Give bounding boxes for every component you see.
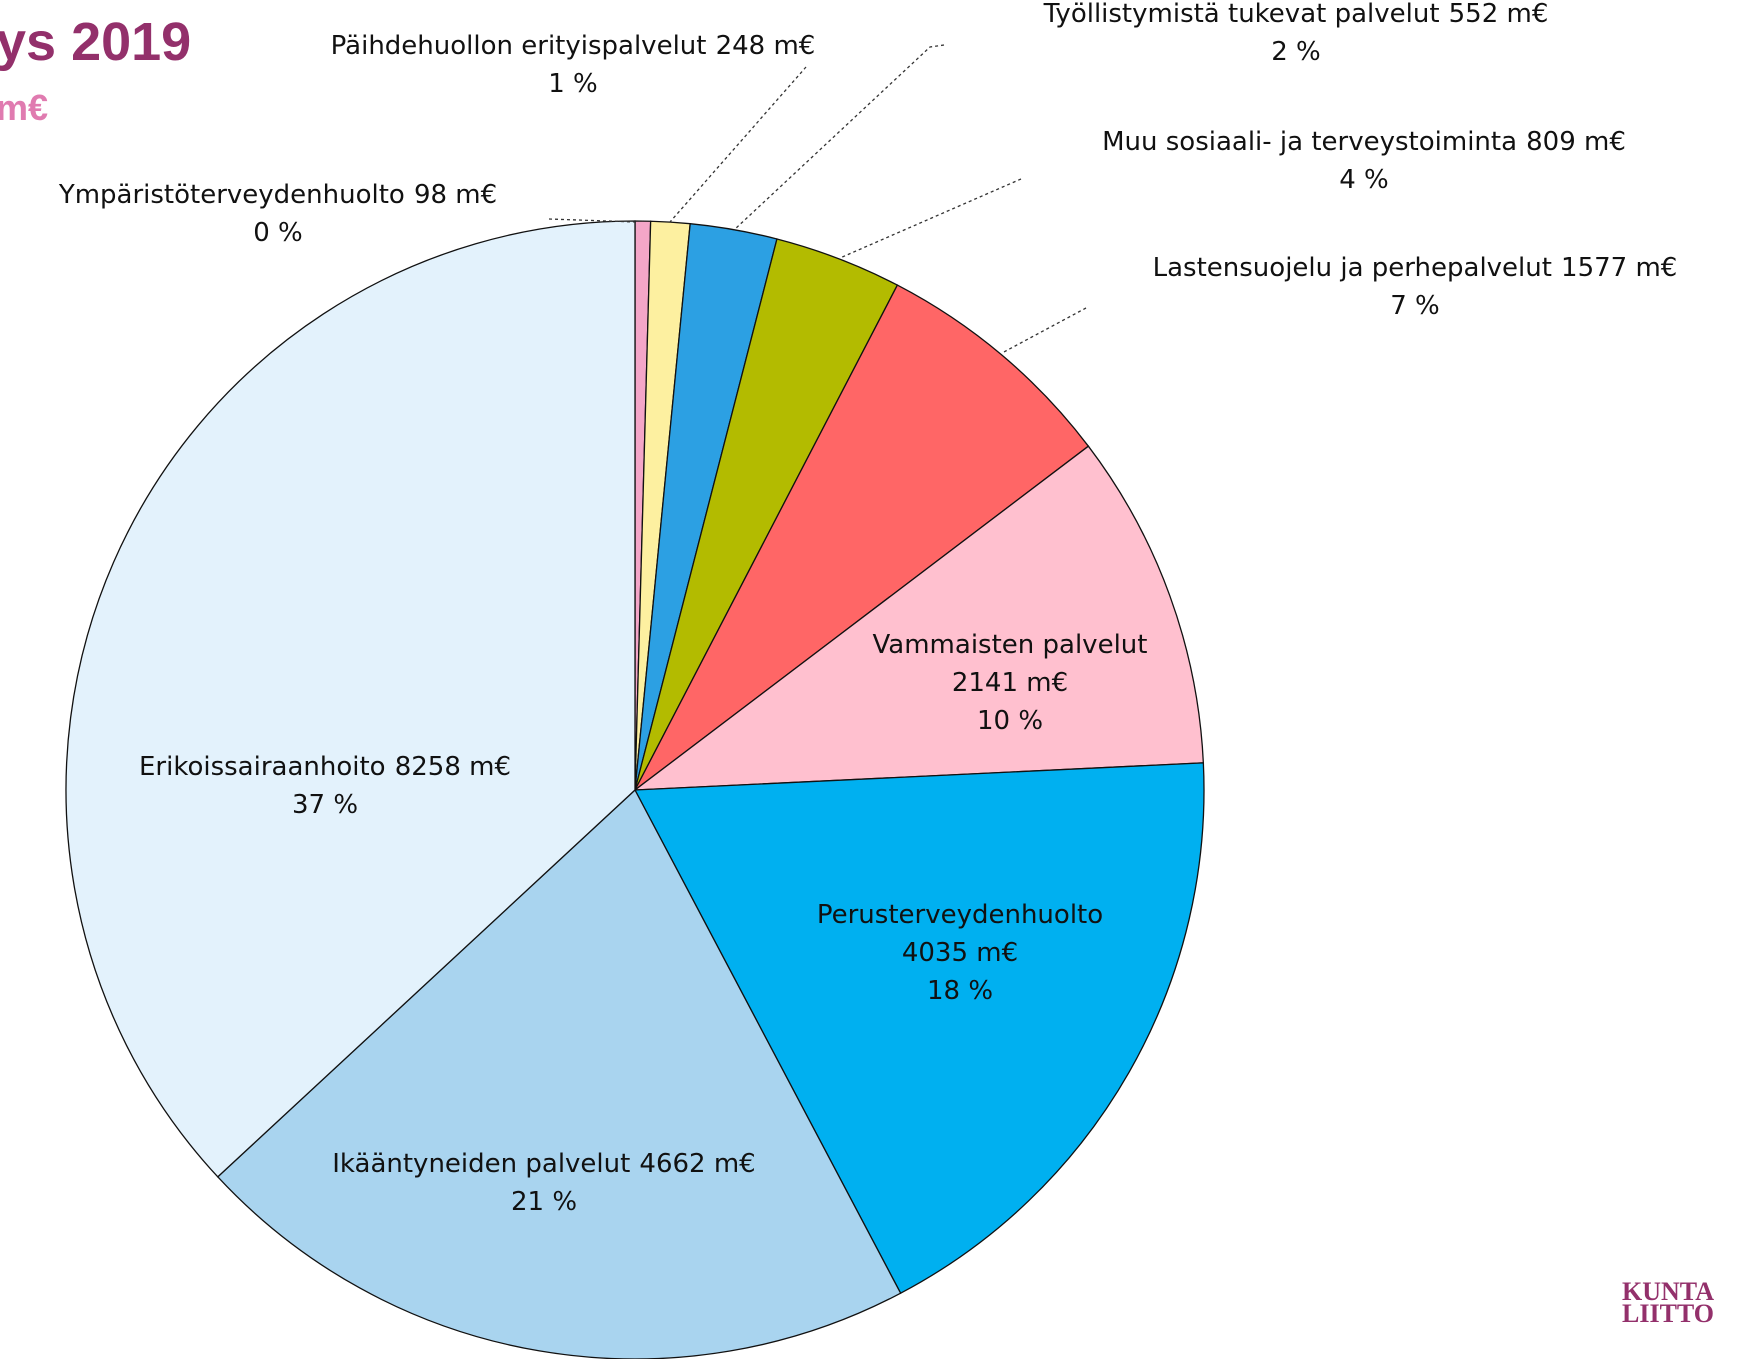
percent-label: 1 % bbox=[548, 69, 598, 99]
pie-slice bbox=[65, 220, 636, 1178]
percent-label: 4 % bbox=[1339, 165, 1389, 195]
value-label: 4662 m€ bbox=[639, 1149, 755, 1179]
percent-label: 0 % bbox=[253, 218, 303, 248]
leader-line bbox=[839, 178, 1022, 259]
category-name: Erikoissairaanhoito bbox=[139, 752, 386, 782]
logo: KUNTA bbox=[1622, 1277, 1714, 1306]
logo: LIITTO bbox=[1622, 1299, 1714, 1328]
chart-title: ys 2019 bbox=[0, 12, 191, 72]
leader-line bbox=[669, 66, 807, 223]
value-label: 809 m€ bbox=[1526, 127, 1626, 157]
category-name: Lastensuojelu ja perhepalvelut bbox=[1153, 253, 1552, 283]
slice-label: Ympäristöterveydenhuolto 98 m€ bbox=[58, 180, 497, 210]
leader-line bbox=[733, 44, 945, 231]
chart-subtitle: m€ bbox=[0, 87, 48, 128]
leader-line bbox=[1001, 307, 1087, 354]
slice-label: Perusterveydenhuolto bbox=[817, 900, 1103, 930]
slice-label: Vammaisten palvelut bbox=[873, 630, 1148, 660]
value-label: 248 m€ bbox=[716, 31, 816, 61]
value-label: 1577 m€ bbox=[1561, 253, 1677, 283]
value-label: 98 m€ bbox=[414, 180, 497, 210]
pie-slice bbox=[634, 284, 1090, 791]
slice-label: Muu sosiaali- ja terveystoiminta 809 m€ bbox=[1102, 127, 1626, 157]
category-name: Työllistymistä tukevat palvelut bbox=[1043, 0, 1440, 29]
slice-label: Ikääntyneiden palvelut 4662 m€ bbox=[332, 1149, 755, 1179]
value-label: 552 m€ bbox=[1449, 0, 1549, 29]
slice-label: Lastensuojelu ja perhepalvelut 1577 m€ bbox=[1153, 253, 1678, 283]
category-name: Ympäristöterveydenhuolto bbox=[58, 180, 405, 210]
percent-label: 7 % bbox=[1390, 291, 1440, 321]
percent-label: 10 % bbox=[977, 706, 1043, 736]
slice-label: Erikoissairaanhoito 8258 m€ bbox=[139, 752, 511, 782]
percent-label: 37 % bbox=[292, 790, 358, 820]
value-label: 4035 m€ bbox=[902, 938, 1018, 968]
category-name: Päihdehuollon erityispalvelut bbox=[331, 31, 707, 61]
pie-slice bbox=[216, 788, 902, 1359]
category-name: Muu sosiaali- ja terveystoiminta bbox=[1102, 127, 1517, 157]
percent-label: 2 % bbox=[1271, 37, 1321, 67]
value-label: 8258 m€ bbox=[395, 752, 511, 782]
pie-slice bbox=[632, 445, 1205, 791]
pie-slice bbox=[633, 762, 1205, 1295]
percent-label: 21 % bbox=[511, 1187, 577, 1217]
slice-label: Päihdehuollon erityispalvelut 248 m€ bbox=[331, 31, 816, 61]
percent-label: 18 % bbox=[927, 976, 993, 1006]
slice-label: Työllistymistä tukevat palvelut 552 m€ bbox=[1043, 0, 1549, 29]
category-name: Ikääntyneiden palvelut bbox=[332, 1149, 630, 1179]
leader-line bbox=[548, 218, 637, 223]
value-label: 2141 m€ bbox=[952, 668, 1068, 698]
